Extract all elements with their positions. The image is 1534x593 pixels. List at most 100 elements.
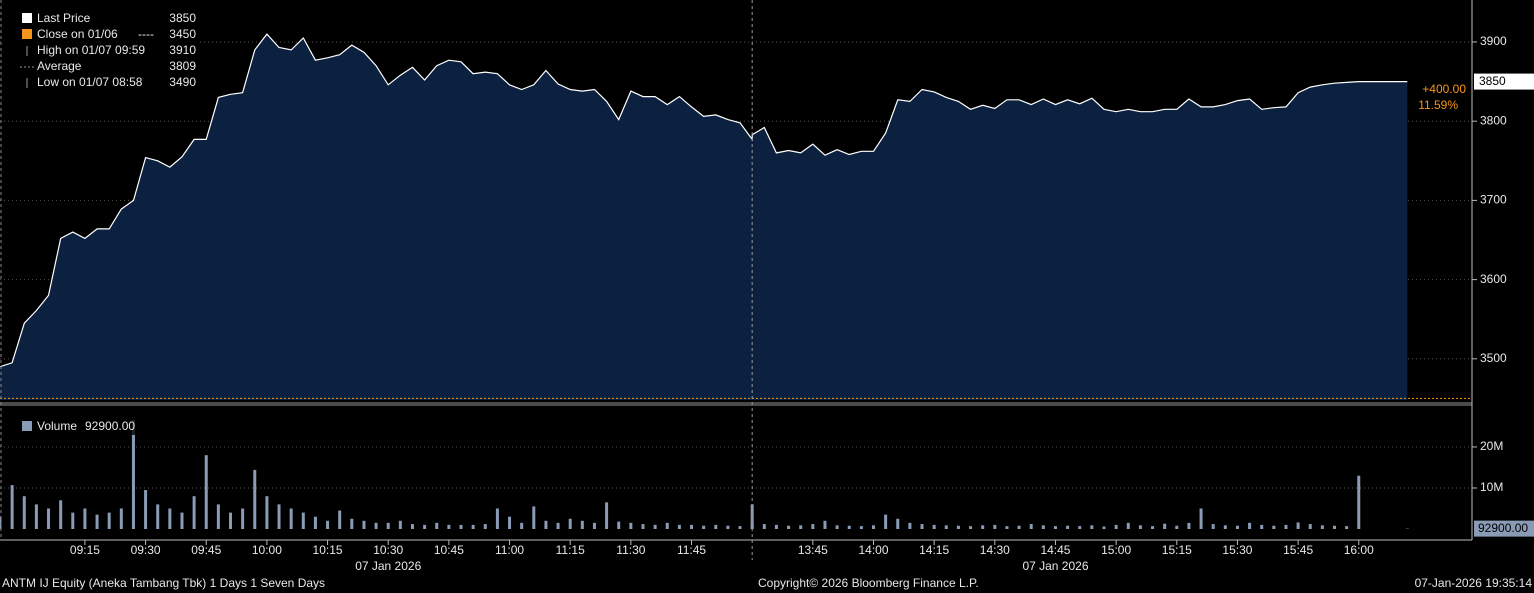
- volume-bar: [301, 512, 305, 529]
- volume-bar: [823, 520, 827, 529]
- volume-bar: [435, 522, 439, 529]
- volume-bar: [1017, 525, 1021, 529]
- x-tick-label: 13:45: [798, 543, 828, 557]
- volume-bar: [253, 469, 257, 529]
- x-tick-label: 15:00: [1101, 543, 1131, 557]
- volume-bar: [83, 508, 87, 529]
- x-tick-label: 11:15: [556, 543, 585, 557]
- volume-bar: [398, 520, 402, 529]
- volume-bar: [896, 518, 900, 529]
- volume-bar: [216, 504, 220, 529]
- volume-bar: [71, 512, 75, 529]
- volume-bar: [580, 520, 584, 529]
- volume-bar: [774, 524, 778, 529]
- volume-bar: [1151, 526, 1155, 529]
- volume-bar: [495, 508, 499, 529]
- volume-bar: [180, 512, 184, 529]
- legend-swatch: [22, 421, 32, 431]
- volume-bar: [362, 520, 366, 529]
- legend-label: Last Price: [37, 11, 91, 25]
- legend-value: 3490: [169, 75, 196, 89]
- x-tick-label: 10:00: [252, 543, 282, 557]
- volume-bar: [229, 512, 233, 529]
- volume-bar: [34, 504, 38, 529]
- volume-bar: [1199, 508, 1203, 529]
- y-tick-label: 20M: [1480, 439, 1503, 453]
- volume-bar: [592, 522, 596, 529]
- volume-bar: [156, 504, 160, 529]
- volume-bar: [811, 524, 815, 529]
- volume-bar: [119, 508, 123, 529]
- volume-bar: [944, 525, 948, 529]
- volume-bar: [1090, 525, 1094, 529]
- y-tick-label: 3800: [1480, 113, 1507, 127]
- volume-bar: [1248, 522, 1252, 529]
- volume-bar: [605, 502, 609, 529]
- volume-bar: [702, 525, 706, 529]
- volume-bar: [1126, 522, 1130, 529]
- volume-bar: [762, 524, 766, 529]
- volume-bar: [1175, 525, 1179, 529]
- legend-swatch: [22, 29, 32, 39]
- volume-bar: [107, 512, 111, 529]
- price-line: [0, 33, 1408, 368]
- panel-separator: [0, 402, 1472, 406]
- volume-bar: [22, 496, 26, 529]
- legend-label: Average: [37, 59, 82, 73]
- volume-bar: [168, 508, 172, 529]
- volume-bar: [556, 522, 560, 529]
- x-tick-label: 15:30: [1222, 543, 1252, 557]
- volume-last-box: [1474, 520, 1534, 537]
- change-pct-label: 11.59%: [1418, 98, 1458, 112]
- volume-bar: [690, 524, 694, 529]
- volume-bar: [617, 521, 621, 529]
- volume-bar: [1066, 525, 1070, 529]
- x-tick-label: 16:00: [1344, 543, 1374, 557]
- volume-bar: [313, 516, 317, 529]
- volume-bar: [1078, 526, 1082, 529]
- x-tick-label: 14:30: [980, 543, 1010, 557]
- volume-bar: [423, 524, 427, 529]
- x-tick-label: 09:30: [131, 543, 161, 557]
- volume-bar: [665, 522, 669, 529]
- legend-label: Close on 01/06: [37, 27, 118, 41]
- volume-bar: [859, 526, 863, 529]
- volume-bar: [956, 525, 960, 529]
- y-tick-label: 3700: [1480, 193, 1507, 207]
- volume-bar: [1223, 525, 1227, 529]
- y-tick-label: 10M: [1480, 480, 1503, 494]
- legend-box: [2, 8, 198, 94]
- volume-bar: [447, 524, 451, 529]
- legend-value: 3910: [169, 43, 196, 57]
- x-date-label: 07 Jan 2026: [1022, 559, 1088, 573]
- volume-bar: [993, 524, 997, 529]
- x-date-label: 07 Jan 2026: [355, 559, 421, 573]
- volume-bar: [95, 514, 99, 529]
- volume-bar: [204, 455, 208, 529]
- volume-bar: [871, 525, 875, 529]
- volume-bar: [1320, 525, 1324, 529]
- volume-bar: [544, 520, 548, 529]
- volume-bar: [10, 485, 14, 529]
- volume-bar: [520, 522, 524, 529]
- volume-bar: [884, 514, 888, 529]
- volume-bar: [1163, 523, 1167, 529]
- x-tick-label: 09:45: [191, 543, 221, 557]
- volume-bar: [47, 508, 51, 529]
- volume-bar: [799, 525, 803, 529]
- volume-bar: [374, 522, 378, 529]
- volume-bar: [338, 510, 342, 529]
- x-tick-label: 10:15: [313, 543, 343, 557]
- footer-right: 07-Jan-2026 19:35:14: [1415, 576, 1533, 590]
- footer-center: Copyright© 2026 Bloomberg Finance L.P.: [758, 576, 979, 590]
- volume-bar: [738, 526, 742, 529]
- volume-bar: [532, 506, 536, 529]
- volume-bar: [1296, 522, 1300, 529]
- volume-bar: [847, 525, 851, 529]
- volume-bar: [726, 525, 730, 529]
- volume-bar: [459, 524, 463, 529]
- volume-bar: [326, 520, 330, 529]
- x-tick-label: 10:45: [434, 543, 464, 557]
